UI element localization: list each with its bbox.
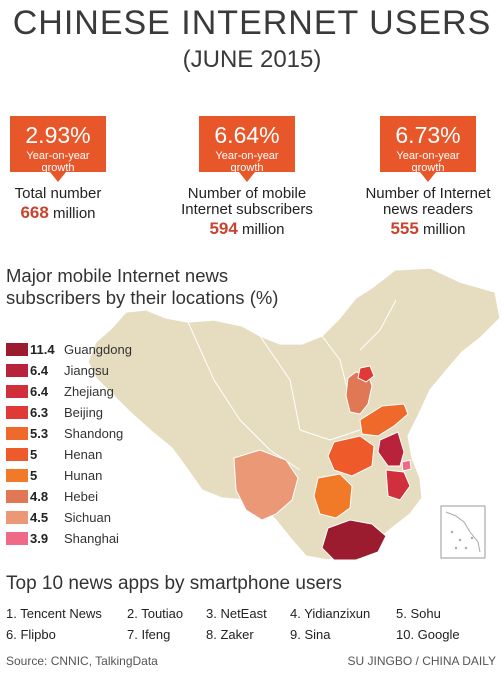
growth-caption: Year-on-year growth xyxy=(26,150,90,174)
legend-swatch xyxy=(6,406,28,419)
stat-unit: million xyxy=(242,221,285,238)
stat-number: 555 xyxy=(390,219,419,238)
stat-mobile-subscribers: 6.64% Year-on-year growth Number of mobi… xyxy=(167,116,327,239)
growth-caption: Year-on-year growth xyxy=(215,150,279,174)
legend-swatch xyxy=(6,364,28,377)
legend-value: 6.4 xyxy=(30,363,49,378)
stat-total-users: 2.93% Year-on-year growth Total number 6… xyxy=(0,116,138,223)
stat-number: 594 xyxy=(209,219,238,238)
region-sichuan xyxy=(233,449,299,521)
legend-value: 5 xyxy=(30,468,38,483)
chart-title: Major mobile Internet news subscribers b… xyxy=(6,265,279,308)
app-item: 8. Zaker xyxy=(206,627,254,642)
region-hunan xyxy=(313,473,353,519)
region-shanghai xyxy=(401,459,412,472)
page-title: CHINESE INTERNET USERS xyxy=(12,4,492,42)
legend-province: Shandong xyxy=(64,426,124,441)
app-item: 3. NetEast xyxy=(206,606,267,621)
growth-badge: 6.73% Year-on-year growth xyxy=(380,116,476,182)
legend-value: 4.8 xyxy=(30,489,49,504)
app-item: 7. Ifeng xyxy=(127,627,171,642)
legend-value: 11.4 xyxy=(30,342,55,357)
badge-shape xyxy=(380,116,476,182)
stat-value: 668 million xyxy=(0,203,138,223)
app-item: 10. Google xyxy=(396,627,460,642)
legend-province: Henan xyxy=(64,447,103,462)
growth-percent: 6.73% xyxy=(395,122,461,148)
region-beijing xyxy=(357,365,375,383)
app-item: 4. Yidianzixun xyxy=(290,606,371,621)
page-subtitle: (JUNE 2015) xyxy=(182,46,322,73)
app-item: 2. Toutiao xyxy=(127,606,184,621)
legend-value: 5.3 xyxy=(30,426,49,441)
legend-value: 3.9 xyxy=(30,531,49,546)
app-item: 1. Tencent News xyxy=(6,606,102,621)
stat-label: Number of mobile Internet subscribers xyxy=(181,185,313,218)
south-china-sea-inset xyxy=(440,505,486,559)
stat-unit: million xyxy=(53,205,96,222)
credit-note: SU JINGBO / CHINA DAILY xyxy=(347,654,496,668)
legend-province: Beijing xyxy=(64,405,104,420)
stat-label: Number of Internet news readers xyxy=(365,185,491,218)
legend-swatch xyxy=(6,532,28,545)
region-henan xyxy=(327,435,375,477)
legend-swatch xyxy=(6,511,28,524)
legend-province: Hunan xyxy=(64,468,103,483)
legend-swatch xyxy=(6,448,28,461)
apps-section-title: Top 10 news apps by smartphone users xyxy=(6,573,342,594)
map-base xyxy=(87,267,501,561)
legend-value: 6.4 xyxy=(30,384,49,399)
growth-percent: 2.93% xyxy=(25,122,91,148)
legend-value: 6.3 xyxy=(30,405,49,420)
legend-swatch xyxy=(6,427,28,440)
inset-islands xyxy=(450,530,474,550)
legend-province: Jiangsu xyxy=(64,363,109,378)
source-note: Source: CNNIC, TalkingData xyxy=(6,654,158,668)
growth-percent: 6.64% xyxy=(214,122,280,148)
region-zhejiang xyxy=(385,469,411,501)
growth-badge: 2.93% Year-on-year growth xyxy=(10,116,106,182)
legend-province: Hebei xyxy=(64,489,98,504)
inset-coastline xyxy=(445,511,481,553)
badge-shape xyxy=(199,116,295,182)
app-item: 6. Flipbo xyxy=(6,627,56,642)
growth-caption: Year-on-year growth xyxy=(396,150,460,174)
growth-badge: 6.64% Year-on-year growth xyxy=(199,116,295,182)
stat-label: Total number xyxy=(14,185,102,202)
stat-number: 668 xyxy=(20,203,49,222)
legend-province: Zhejiang xyxy=(64,384,114,399)
legend-swatch xyxy=(6,343,28,356)
legend-value: 4.5 xyxy=(30,510,49,525)
legend-value: 5 xyxy=(30,447,38,462)
stat-value: 594 million xyxy=(167,219,327,239)
region-shandong xyxy=(359,403,409,437)
legend-province: Guangdong xyxy=(64,342,132,357)
region-guangdong xyxy=(321,519,387,561)
app-item: 9. Sina xyxy=(290,627,331,642)
province-borders xyxy=(187,299,397,471)
legend-swatch xyxy=(6,490,28,503)
legend-swatch xyxy=(6,385,28,398)
legend-province: Sichuan xyxy=(64,510,111,525)
legend-province: Shanghai xyxy=(64,531,119,546)
region-jiangsu xyxy=(377,431,405,467)
app-item: 5. Sohu xyxy=(396,606,441,621)
badge-shape xyxy=(10,116,106,182)
stat-news-readers: 6.73% Year-on-year growth Number of Inte… xyxy=(358,116,498,239)
stat-value: 555 million xyxy=(358,219,498,239)
legend-swatch xyxy=(6,469,28,482)
apps-list: 1. Tencent News 2. Toutiao 3. NetEast 4.… xyxy=(6,606,496,646)
stat-unit: million xyxy=(423,221,466,238)
